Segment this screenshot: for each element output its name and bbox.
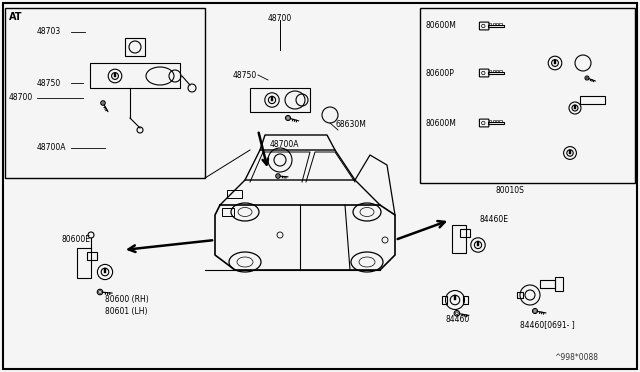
Text: 48700: 48700 xyxy=(268,14,292,23)
Bar xyxy=(493,70,495,72)
Bar xyxy=(452,225,466,253)
Bar xyxy=(250,88,310,112)
Bar xyxy=(463,296,468,304)
Text: 80601 (LH): 80601 (LH) xyxy=(105,307,147,316)
Text: 80600E: 80600E xyxy=(62,235,91,244)
Bar xyxy=(454,295,456,300)
Bar xyxy=(499,70,502,72)
Bar xyxy=(580,96,605,104)
Text: 80600 (RH): 80600 (RH) xyxy=(105,295,148,304)
Text: 84460E: 84460E xyxy=(480,215,509,224)
Bar xyxy=(499,23,502,25)
Bar xyxy=(496,23,498,25)
Text: 80010S: 80010S xyxy=(495,186,524,195)
Bar xyxy=(555,277,563,291)
Bar xyxy=(114,73,116,77)
Bar xyxy=(87,252,97,260)
Text: 84460: 84460 xyxy=(445,315,469,324)
Text: ^998*0088: ^998*0088 xyxy=(554,353,598,362)
Text: AT: AT xyxy=(9,12,22,22)
Text: 84460[0691- ]: 84460[0691- ] xyxy=(520,320,575,329)
Bar xyxy=(125,38,145,56)
Bar xyxy=(489,70,492,72)
Text: 68630M: 68630M xyxy=(335,120,366,129)
Bar xyxy=(104,268,106,273)
Bar xyxy=(499,121,502,122)
Text: 48700A: 48700A xyxy=(37,144,67,153)
Bar xyxy=(442,296,447,304)
Bar xyxy=(222,208,234,216)
Text: 80600M: 80600M xyxy=(425,119,456,128)
Bar xyxy=(227,190,242,198)
Bar xyxy=(496,121,498,122)
Bar xyxy=(460,229,470,237)
Bar xyxy=(489,121,492,122)
Bar xyxy=(493,23,495,25)
Bar xyxy=(574,105,576,109)
Bar xyxy=(488,72,504,74)
Bar xyxy=(420,8,635,183)
Bar xyxy=(517,292,523,298)
Text: 48700: 48700 xyxy=(9,93,33,103)
Bar xyxy=(493,121,495,122)
Bar xyxy=(554,60,556,64)
Bar xyxy=(488,122,504,124)
Text: 80600M: 80600M xyxy=(425,22,456,31)
Bar xyxy=(489,23,492,25)
Text: 48750: 48750 xyxy=(233,71,257,80)
Bar xyxy=(477,241,479,246)
Text: 80600P: 80600P xyxy=(425,68,454,77)
Bar xyxy=(90,63,180,88)
Bar xyxy=(271,96,273,101)
Bar xyxy=(77,248,91,278)
Text: 48700A: 48700A xyxy=(270,140,300,149)
Bar xyxy=(540,280,555,288)
Bar xyxy=(496,70,498,72)
Bar xyxy=(569,150,571,154)
Bar xyxy=(488,25,504,27)
Text: 48750: 48750 xyxy=(37,78,61,87)
Text: 48703: 48703 xyxy=(37,28,61,36)
Bar xyxy=(5,8,205,178)
